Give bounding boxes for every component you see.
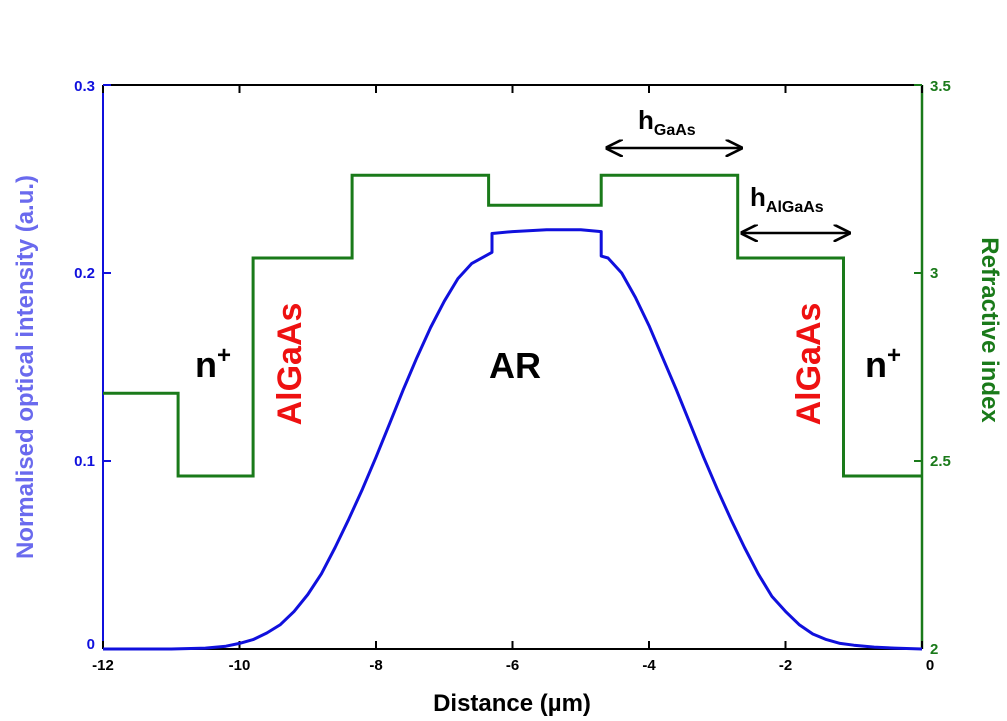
x-tick-label: 0	[926, 657, 934, 674]
x-tick-label: -10	[229, 657, 251, 674]
left-y-tick-labels: 0 0.1 0.2 0.3	[74, 78, 95, 653]
right-y-axis-label: Refractive index	[976, 237, 1003, 423]
left-y-tick-label: 0.1	[74, 453, 95, 470]
x-tick-label: -4	[642, 657, 656, 674]
optical-intensity-series	[103, 228, 923, 651]
refractive-index-series	[103, 173, 922, 478]
n-plus-right-label: n+	[865, 342, 901, 385]
left-y-tick-label: 0.2	[74, 265, 95, 282]
x-tick-label: -2	[779, 657, 792, 674]
left-y-tick-label: 0	[87, 636, 95, 653]
x-axis-label: Distance (µm)	[433, 690, 591, 717]
right-y-tick-labels: 2 2.5 3 3.5	[930, 78, 951, 658]
x-tick-label: -8	[369, 657, 382, 674]
algaas-right-label: AlGaAs	[790, 303, 828, 426]
left-y-axis-label: Normalised optical intensity (a.u.)	[12, 175, 39, 559]
n-plus-left-label: n+	[195, 342, 231, 385]
right-y-tick-label: 3.5	[930, 78, 951, 95]
algaas-left-label: AlGaAs	[271, 303, 309, 426]
x-tick-label: -12	[92, 657, 114, 674]
ar-label: AR	[489, 345, 541, 386]
x-tick-labels: -12 -10 -8 -6 -4 -2 0	[92, 657, 934, 674]
x-tick-label: -6	[506, 657, 519, 674]
right-y-tick-label: 2.5	[930, 453, 951, 470]
h-algaas-label: hAlGaAs	[750, 182, 824, 216]
left-y-tick-label: 0.3	[74, 78, 95, 95]
right-y-tick-label: 2	[930, 641, 938, 658]
h-gaas-label: hGaAs	[638, 105, 696, 139]
right-y-tick-label: 3	[930, 265, 938, 282]
